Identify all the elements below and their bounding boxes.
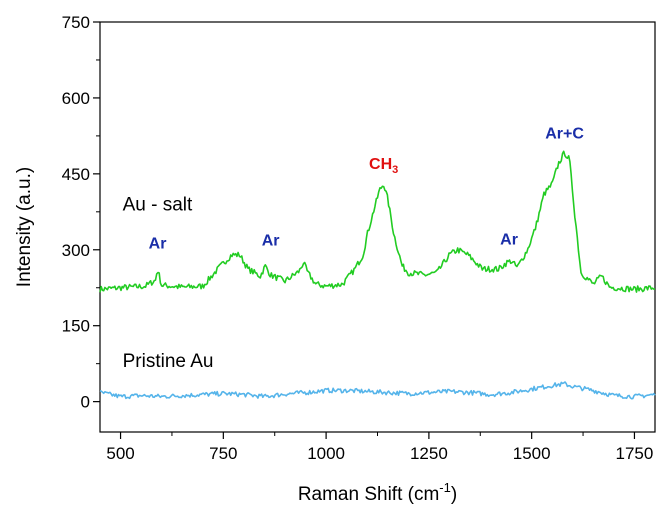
x-tick-label: 1750 — [616, 444, 654, 463]
series-layer — [99, 150, 656, 400]
ticks-layer: 500 750 1000 1250 1500 1750 0 150 300 450 600 750 — [62, 13, 654, 463]
series-line-pristine-au — [99, 381, 656, 400]
y-tick-label: 450 — [62, 165, 90, 184]
peak-annotation: Ar — [262, 233, 280, 250]
peak-annotation: Ar+C — [545, 125, 584, 142]
x-axis-title: Raman Shift (cm-1) — [298, 480, 457, 505]
series-label: Pristine Au — [123, 351, 214, 372]
x-tick-label: 1500 — [513, 444, 551, 463]
y-tick-label: 600 — [62, 89, 90, 108]
x-tick-label: 750 — [209, 444, 237, 463]
peak-annotation: CH3 — [369, 156, 398, 176]
peak-annotation: Ar — [500, 232, 518, 249]
y-tick-label: 150 — [62, 317, 90, 336]
peak-annotation: Ar — [149, 235, 167, 252]
x-tick-label: 1000 — [307, 444, 345, 463]
y-tick-label: 300 — [62, 241, 90, 260]
series-line-au-salt — [99, 150, 656, 293]
y-axis-title: Intensity (a.u.) — [14, 167, 35, 287]
y-tick-label: 0 — [81, 393, 90, 412]
x-tick-label: 500 — [106, 444, 134, 463]
labels-layer: Au - salt Pristine Au Ar Ar CH3 Ar Ar+C — [123, 125, 585, 372]
series-label: Au - salt — [123, 194, 193, 215]
x-tick-label: 1250 — [410, 444, 448, 463]
y-tick-label: 750 — [62, 13, 90, 32]
